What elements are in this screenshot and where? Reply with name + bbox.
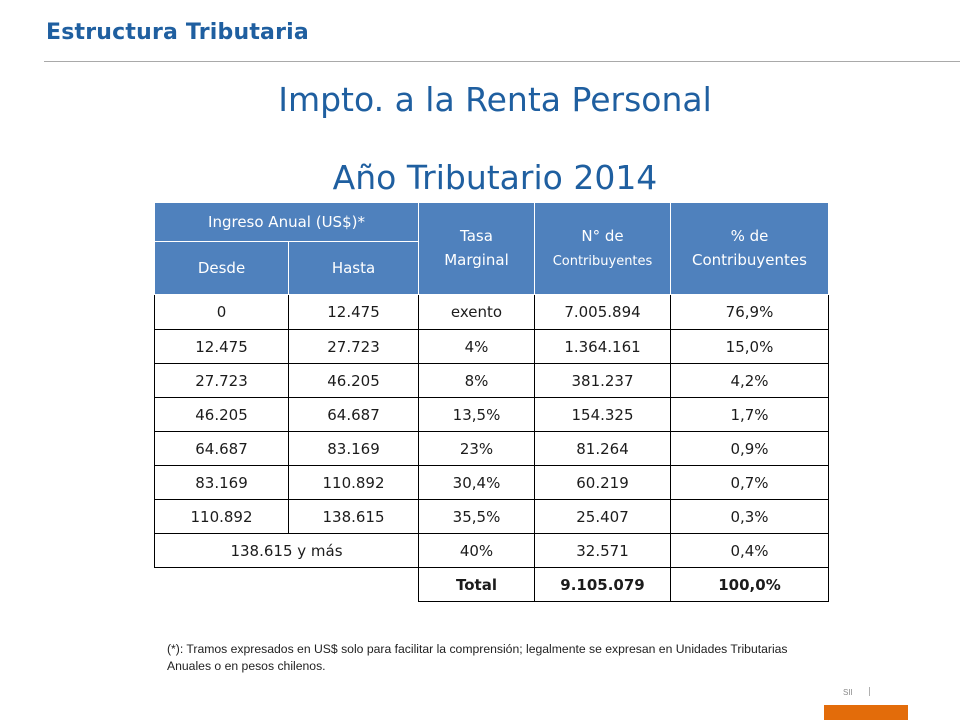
table-row: 83.169 110.892 30,4% 60.219 0,7% [154,465,829,500]
cell-n: 25.407 [534,499,671,534]
header-tasa-line2: Marginal [444,250,509,269]
cell-tasa: 8% [418,363,535,398]
header-pct-line2: Contribuyentes [692,250,807,269]
cell-pct: 76,9% [670,294,829,330]
cell-desde: 83.169 [154,465,289,500]
footer-accent-bar [824,705,908,720]
cell-n: 60.219 [534,465,671,500]
table-row: 0 12.475 exento 7.005.894 76,9% [154,294,829,330]
cell-desde: 0 [154,294,289,330]
cell-tasa: 13,5% [418,397,535,432]
table-row: 138.615 y más 40% 32.571 0,4% [154,533,829,568]
cell-desde: 46.205 [154,397,289,432]
header-n-contribuyentes: N° de Contribuyentes [534,202,671,295]
cell-tasa: 35,5% [418,499,535,534]
header-tasa-marginal: Tasa Marginal [418,202,535,295]
slide-subtitle: Año Tributario 2014 [332,158,658,197]
cell-hasta: 27.723 [288,329,419,364]
cell-desde: 12.475 [154,329,289,364]
table-row: 110.892 138.615 35,5% 25.407 0,3% [154,499,829,534]
cell-hasta: 64.687 [288,397,419,432]
cell-n: 7.005.894 [534,294,671,330]
cell-hasta: 110.892 [288,465,419,500]
footnote: (*): Tramos expresados en US$ solo para … [167,642,788,674]
cell-tasa: exento [418,294,535,330]
footer-logo-text: SII [843,688,853,697]
cell-hasta: 46.205 [288,363,419,398]
cell-n: 1.364.161 [534,329,671,364]
total-n: 9.105.079 [534,567,671,602]
cell-n: 154.325 [534,397,671,432]
header-ingreso-anual: Ingreso Anual (US$)* [154,202,419,242]
blank-cell [155,568,419,602]
cell-hasta: 12.475 [288,294,419,330]
cell-tasa: 4% [418,329,535,364]
table-row: 12.475 27.723 4% 1.364.161 15,0% [154,329,829,364]
cell-pct: 4,2% [670,363,829,398]
cell-hasta: 83.169 [288,431,419,466]
cell-desde: 64.687 [154,431,289,466]
cell-hasta: 138.615 [288,499,419,534]
cell-pct: 0,9% [670,431,829,466]
tax-bracket-table: Ingreso Anual (US$)* Tasa Marginal N° de… [154,202,829,602]
cell-n: 32.571 [534,533,671,568]
header-n-line2: Contribuyentes [552,253,653,269]
table-row: 46.205 64.687 13,5% 154.325 1,7% [154,397,829,432]
cell-desde: 27.723 [154,363,289,398]
cell-desde: 110.892 [154,499,289,534]
cell-pct: 15,0% [670,329,829,364]
header-pct-line1: % de [730,227,769,246]
header-desde: Desde [154,241,289,295]
table-row: 27.723 46.205 8% 381.237 4,2% [154,363,829,398]
table-row: 64.687 83.169 23% 81.264 0,9% [154,431,829,466]
cell-n: 381.237 [534,363,671,398]
header-pct-contribuyentes: % de Contribuyentes [670,202,829,295]
cell-tasa: 40% [418,533,535,568]
header-hasta: Hasta [288,241,419,295]
section-title: Estructura Tributaria [46,20,309,45]
footer-separator [869,687,870,696]
cell-tasa: 23% [418,431,535,466]
header-tasa-line1: Tasa [460,227,493,246]
total-row: Total 9.105.079 100,0% [155,567,829,602]
cell-pct: 0,7% [670,465,829,500]
cell-tasa: 30,4% [418,465,535,500]
cell-pct: 1,7% [670,397,829,432]
total-label: Total [418,567,535,602]
cell-pct: 0,3% [670,499,829,534]
header-divider [44,61,960,62]
cell-range: 138.615 y más [154,533,419,568]
cell-pct: 0,4% [670,533,829,568]
total-pct: 100,0% [670,567,829,602]
cell-n: 81.264 [534,431,671,466]
header-n-line1: N° de [581,227,624,246]
slide-title: Impto. a la Renta Personal [278,80,712,119]
